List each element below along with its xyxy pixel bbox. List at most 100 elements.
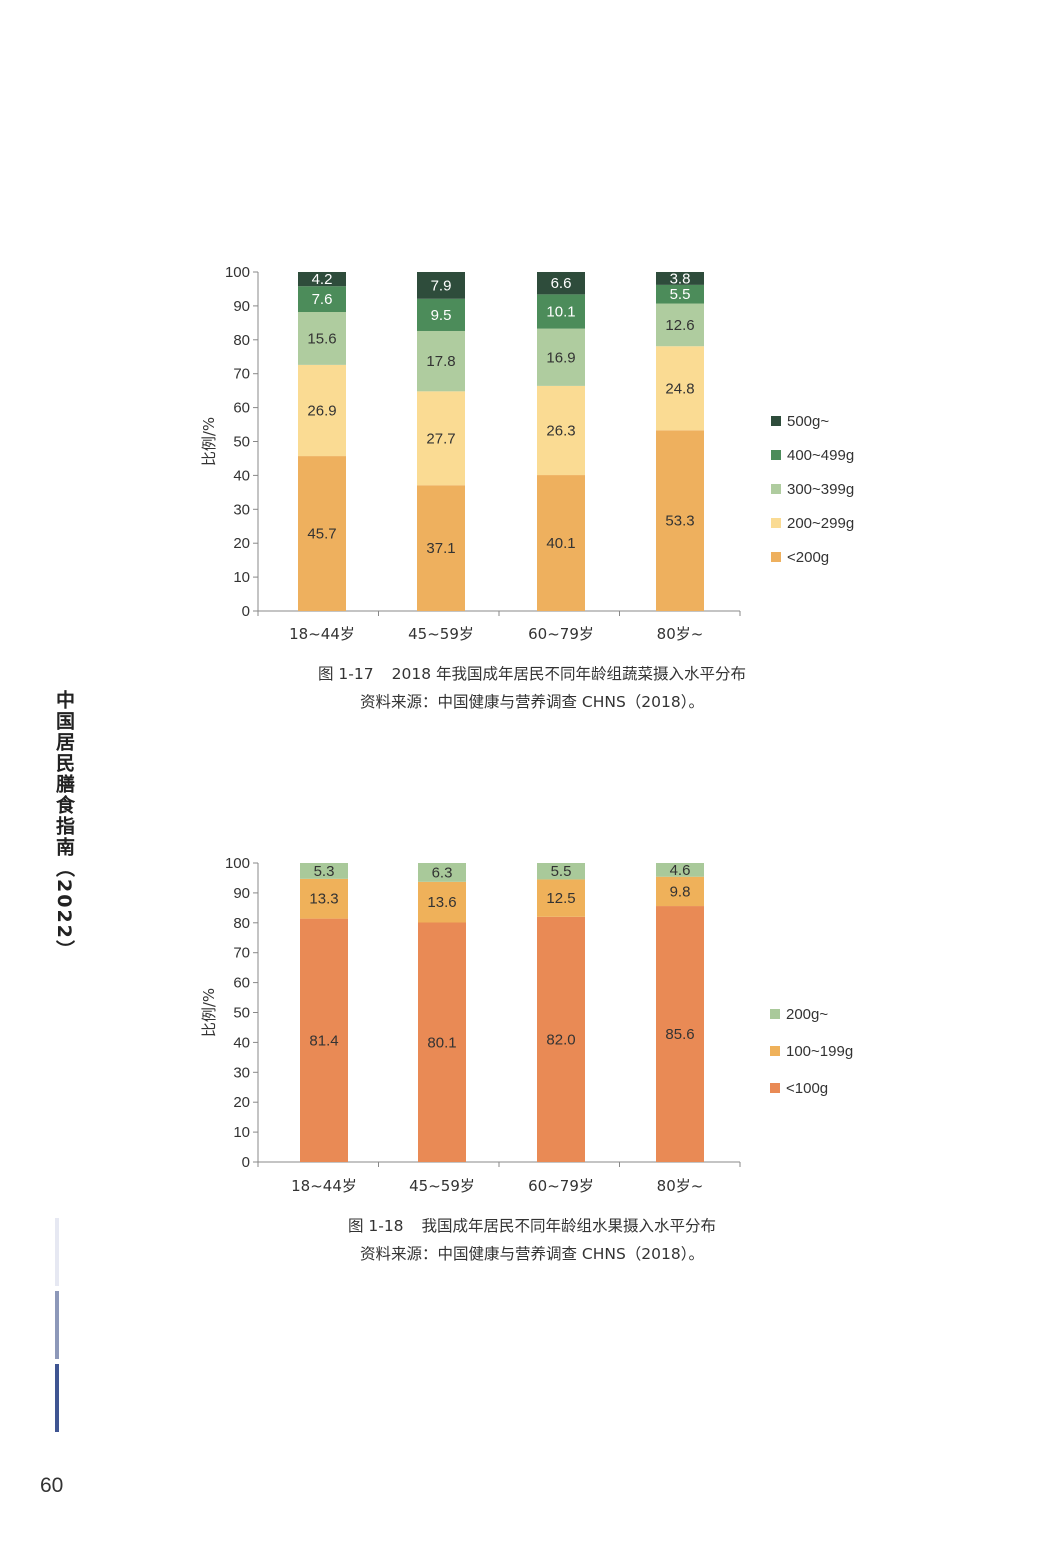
x-category-label: 45~59岁 (408, 625, 474, 643)
y-tick-label: 90 (233, 298, 250, 315)
data-label: 4.6 (670, 862, 691, 879)
legend-swatch (771, 552, 781, 562)
x-category-label: 18~44岁 (289, 625, 355, 643)
bar-segment (298, 272, 346, 287)
data-label: 26.9 (307, 402, 336, 419)
y-tick-label: 80 (233, 332, 250, 349)
bar-segment (656, 430, 704, 611)
data-label: 12.6 (665, 317, 694, 334)
x-category-label: 18~44岁 (291, 1177, 357, 1195)
fruit-figure-source: 资料来源：中国健康与营养调查 CHNS（2018）。 (359, 1245, 705, 1263)
y-tick-label: 70 (233, 366, 250, 383)
bar-segment (298, 364, 346, 457)
data-label: 17.8 (426, 353, 455, 370)
bar-segment (298, 456, 346, 611)
page-number: 60 (40, 1474, 64, 1497)
data-label: 82.0 (546, 1031, 575, 1048)
data-label: 53.3 (665, 513, 694, 530)
x-category-label: 60~79岁 (528, 625, 594, 643)
vegetable-figure-title: 2018 年我国成年居民不同年龄组蔬菜摄入水平分布 (391, 665, 746, 683)
fruit-intake-chart: 0 10 20 30 40 50 60 70 80 90 100 比例/% 81.4 13.3 5.3 18~… (200, 855, 853, 1195)
data-label: 45.7 (307, 526, 336, 543)
bar-segment (300, 918, 348, 1162)
data-label: 80.1 (427, 1034, 456, 1051)
decorative-bar-medium (55, 1291, 59, 1359)
x-category-label: 45~59岁 (409, 1177, 475, 1195)
y-tick-label: 90 (233, 885, 250, 902)
y-tick-label: 60 (233, 400, 250, 417)
y-tick-label: 80 (233, 915, 250, 932)
bar-segment (537, 328, 585, 386)
y-tick-label: 70 (233, 945, 250, 962)
bar-segment (537, 272, 585, 295)
data-label: 15.6 (307, 330, 336, 347)
y-tick-label: 10 (233, 1124, 250, 1141)
legend-swatch (770, 1046, 780, 1056)
y-tick-label: 100 (225, 855, 250, 872)
y-axis-title: 比例/% (200, 988, 218, 1037)
bar-segment (537, 385, 585, 476)
bar-segment (298, 312, 346, 365)
bar-segment (656, 863, 704, 877)
y-tick-label: 0 (242, 1154, 250, 1171)
data-label: 13.3 (309, 891, 338, 908)
data-label: 40.1 (546, 535, 575, 552)
book-title: 中国居民膳食指南（2022） (53, 690, 75, 961)
data-label: 7.6 (312, 291, 333, 308)
bar-segment (537, 294, 585, 329)
bar-segment (537, 863, 585, 880)
bar-segment (656, 303, 704, 347)
bar-segment (656, 346, 704, 431)
y-tick-label: 60 (233, 975, 250, 992)
data-label: 5.3 (314, 863, 335, 880)
data-label: 24.8 (665, 380, 694, 397)
legend-swatch (770, 1083, 780, 1093)
data-label: 9.5 (431, 307, 452, 324)
bar-segment (418, 881, 466, 923)
bar-segment (656, 876, 704, 907)
fruit-figure-title: 我国成年居民不同年龄组水果摄入水平分布 (421, 1217, 717, 1235)
data-label: 4.2 (312, 271, 333, 288)
legend-label: 300~399g (787, 481, 854, 498)
data-label: 3.8 (670, 270, 691, 287)
data-label: 9.8 (670, 883, 691, 900)
legend-swatch (771, 450, 781, 460)
y-tick-label: 0 (242, 603, 250, 620)
y-tick-label: 100 (225, 264, 250, 281)
bar-segment (300, 863, 348, 879)
x-category-label: 80岁~ (657, 1177, 704, 1195)
decorative-bar-dark (55, 1364, 59, 1432)
data-label: 6.6 (551, 275, 572, 292)
x-category-label: 60~79岁 (528, 1177, 594, 1195)
legend-label: <100g (786, 1080, 828, 1097)
vegetable-figure-number: 图 1-17 (318, 665, 374, 683)
legend-label: 100~199g (786, 1043, 853, 1060)
data-label: 13.6 (427, 894, 456, 911)
legend-swatch (771, 484, 781, 494)
legend-label: 200g~ (786, 1006, 828, 1023)
y-tick-label: 30 (233, 501, 250, 518)
legend-swatch (771, 416, 781, 426)
y-tick-label: 50 (233, 434, 250, 451)
y-axis-title: 比例/% (200, 417, 218, 466)
bar-segment (418, 863, 466, 882)
bar-segment (300, 878, 348, 919)
bar-segment (656, 906, 704, 1162)
data-label: 5.5 (670, 286, 691, 303)
bar-segment (298, 286, 346, 313)
legend-label: 400~499g (787, 447, 854, 464)
bar-segment (417, 485, 465, 611)
data-label: 81.4 (309, 1032, 338, 1049)
fruit-chart-caption: 图 1-18 我国成年居民不同年龄组水果摄入水平分布 资料来源：中国健康与营养调查… (0, 1212, 1064, 1268)
bar-segment (417, 272, 465, 299)
data-label: 10.1 (546, 303, 575, 320)
data-label: 6.3 (432, 864, 453, 881)
legend-swatch (771, 518, 781, 528)
data-label: 85.6 (665, 1026, 694, 1043)
y-tick-label: 50 (233, 1005, 250, 1022)
fruit-figure-number: 图 1-18 (347, 1217, 404, 1235)
data-label: 27.7 (426, 430, 455, 447)
data-label: 37.1 (426, 540, 455, 557)
vegetable-intake-chart: 0 10 20 30 40 50 60 70 80 90 100 比例/% 45.7 26.9 15.6 7.… (200, 264, 854, 643)
bar-segment (537, 475, 585, 611)
